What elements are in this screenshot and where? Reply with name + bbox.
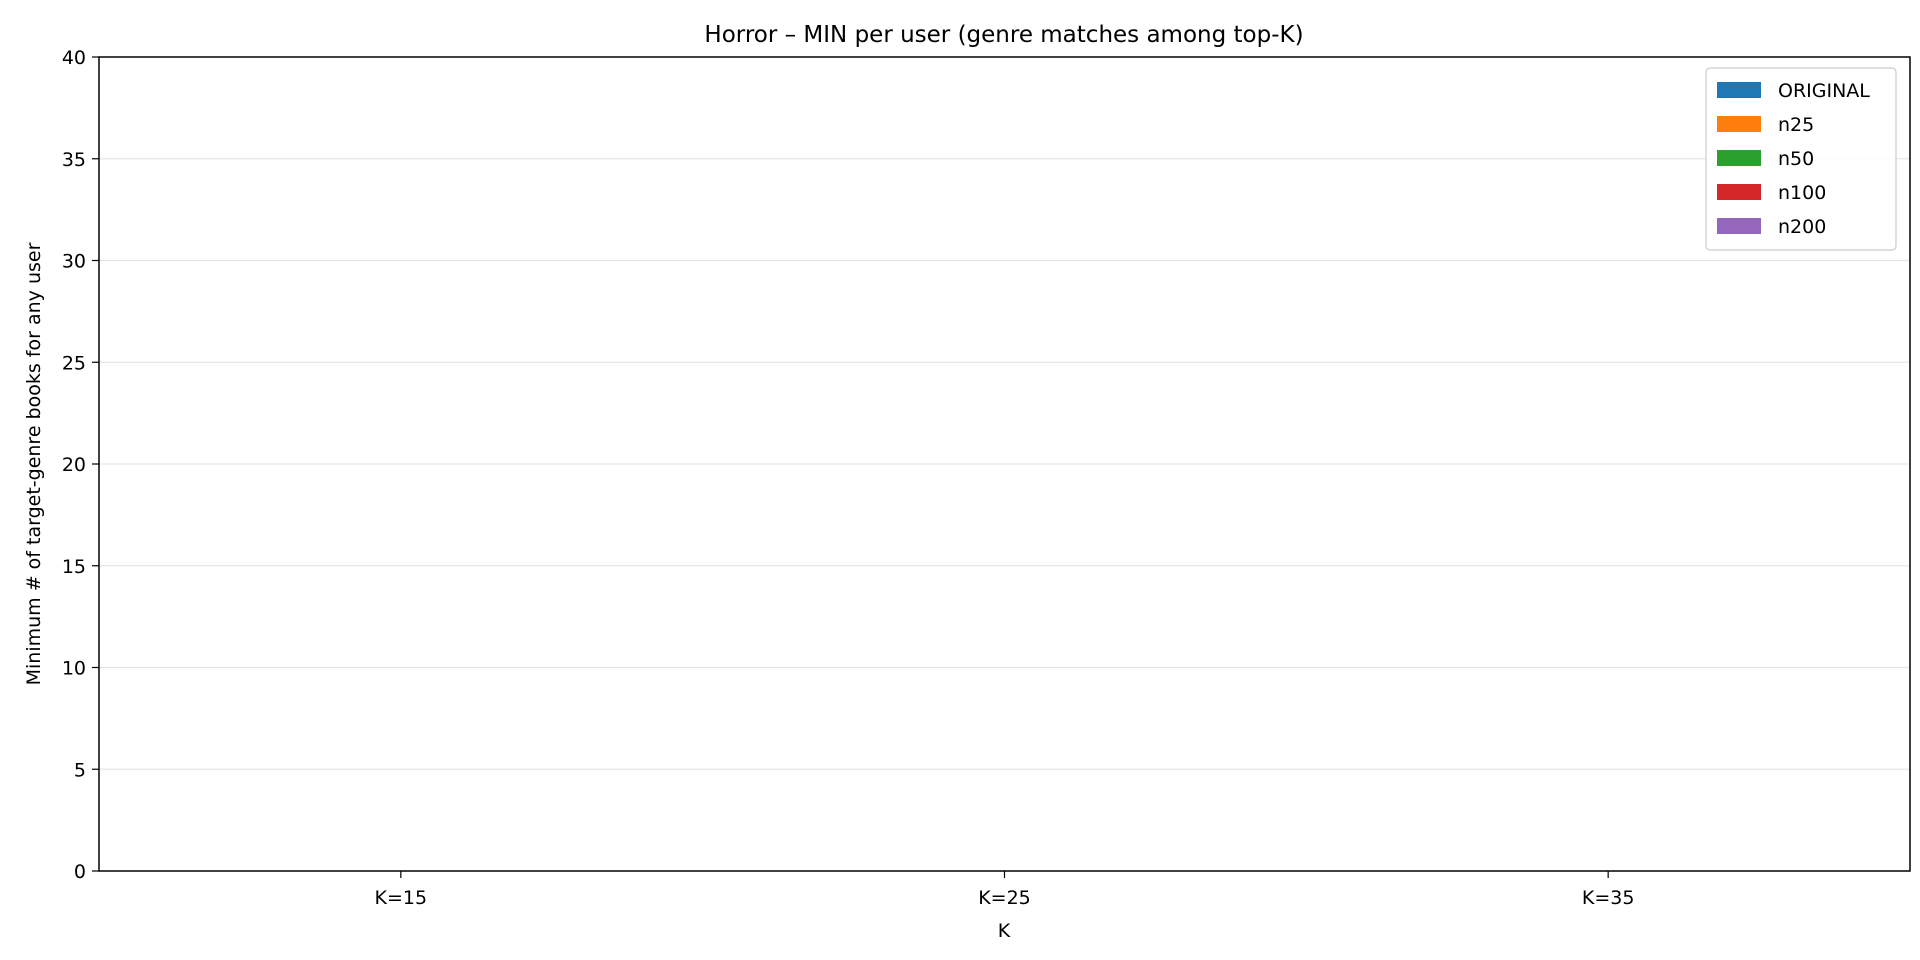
y-tick-label: 0 [74,861,86,883]
chart-title: Horror – MIN per user (genre matches amo… [704,22,1303,48]
y-tick-label: 5 [74,759,86,781]
y-tick-label: 40 [62,47,86,69]
legend-swatch [1717,116,1761,132]
y-tick-label: 30 [62,251,86,273]
legend-label: n25 [1778,114,1814,136]
y-axis-label: Minimum # of target-genre books for any … [23,242,45,685]
y-tick-label: 15 [62,556,86,578]
legend-swatch [1717,150,1761,166]
x-axis-label: K [998,920,1011,942]
legend-label: ORIGINAL [1778,80,1870,102]
legend-swatch [1717,82,1761,98]
y-tick-label: 10 [62,658,86,680]
legend-label: n50 [1778,148,1814,170]
y-axis: 0 5 10 15 20 25 30 35 40 [62,47,99,883]
x-axis: K=15 K=25 K=35 [375,871,1635,909]
grid-lines [99,158,1910,770]
legend-box [1705,67,1897,251]
x-tick-label: K=25 [978,887,1031,909]
legend-swatch [1717,218,1761,234]
legend-label: n200 [1778,216,1826,238]
legend-swatch [1717,184,1761,200]
y-tick-label: 35 [62,149,86,171]
x-tick-label: K=15 [375,887,428,909]
y-tick-label: 20 [62,454,86,476]
x-tick-label: K=35 [1582,887,1635,909]
legend: ORIGINAL n25 n50 n100 n200 [1705,67,1897,251]
legend-label: n100 [1778,182,1826,204]
y-tick-label: 25 [62,352,86,374]
